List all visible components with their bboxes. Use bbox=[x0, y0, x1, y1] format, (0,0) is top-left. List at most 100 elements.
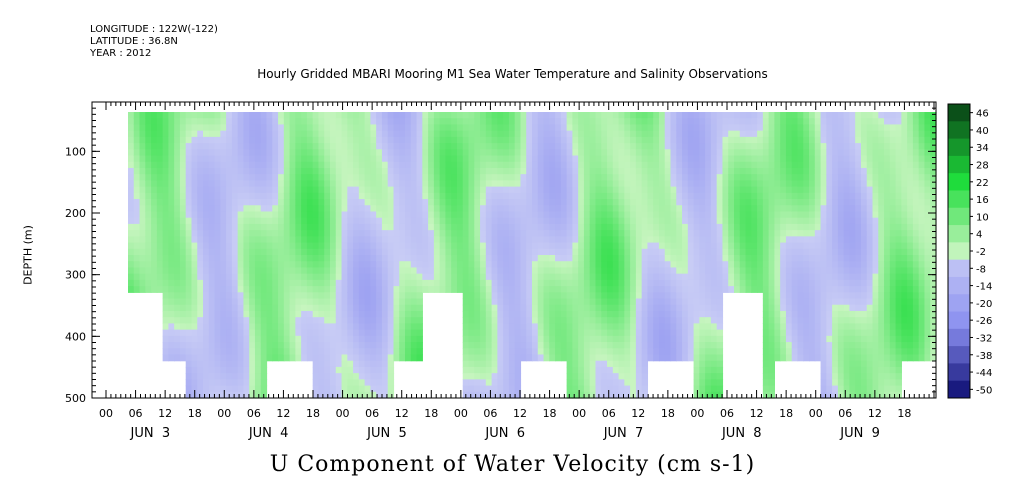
heatmap-cell bbox=[381, 335, 389, 343]
heatmap-cell bbox=[520, 248, 527, 256]
heatmap-cell bbox=[780, 323, 787, 331]
heatmap-cell bbox=[312, 310, 320, 318]
heatmap-cell bbox=[751, 130, 758, 138]
heatmap-cell bbox=[710, 205, 718, 213]
heatmap-cell bbox=[543, 354, 550, 362]
heatmap-cell bbox=[416, 167, 423, 175]
heatmap-cell bbox=[728, 167, 735, 175]
heatmap-cell bbox=[814, 298, 822, 306]
heatmap-cell bbox=[468, 304, 475, 312]
heatmap-cell bbox=[607, 223, 614, 231]
heatmap-cell bbox=[301, 348, 308, 356]
heatmap-cell bbox=[728, 279, 735, 287]
heatmap-cell bbox=[203, 273, 210, 281]
heatmap-cell bbox=[514, 385, 522, 393]
heatmap-cell bbox=[774, 292, 781, 300]
heatmap-cell bbox=[162, 304, 169, 312]
heatmap-cell bbox=[185, 360, 193, 368]
heatmap-cell bbox=[630, 136, 637, 144]
heatmap-cell bbox=[780, 261, 787, 269]
heatmap-cell bbox=[358, 161, 366, 169]
heatmap-cell bbox=[145, 205, 152, 213]
heatmap-cell bbox=[658, 255, 666, 262]
heatmap-cell bbox=[745, 149, 752, 157]
heatmap-cell bbox=[618, 161, 625, 169]
heatmap-cell bbox=[399, 167, 406, 175]
heatmap-cell bbox=[451, 118, 458, 126]
heatmap-cell bbox=[826, 155, 833, 163]
heatmap-cell bbox=[739, 211, 747, 219]
heatmap-cell bbox=[526, 323, 533, 331]
heatmap-cell bbox=[249, 304, 256, 312]
heatmap-cell bbox=[734, 118, 741, 126]
heatmap-cell bbox=[791, 248, 799, 256]
heatmap-cell bbox=[520, 124, 527, 132]
heatmap-cell bbox=[197, 360, 204, 368]
heatmap-cell bbox=[393, 174, 400, 181]
heatmap-cell bbox=[491, 286, 498, 293]
heatmap-cell bbox=[254, 112, 262, 119]
heatmap-cell bbox=[658, 323, 666, 331]
heatmap-cell bbox=[214, 180, 221, 188]
heatmap-cell bbox=[191, 335, 198, 343]
heatmap-cell bbox=[705, 186, 712, 194]
heatmap-cell bbox=[387, 155, 395, 163]
heatmap-cell bbox=[520, 292, 527, 300]
heatmap-cell bbox=[485, 298, 493, 306]
heatmap-cell bbox=[589, 255, 597, 262]
heatmap-cell bbox=[653, 217, 660, 225]
heatmap-cell bbox=[751, 136, 758, 144]
heatmap-cell bbox=[508, 205, 516, 213]
heatmap-cell bbox=[572, 167, 579, 175]
heatmap-cell bbox=[693, 136, 700, 144]
heatmap-cell bbox=[289, 130, 296, 138]
heatmap-cell bbox=[728, 155, 735, 163]
heatmap-cell bbox=[572, 273, 579, 281]
heatmap-cell bbox=[468, 118, 475, 126]
heatmap-cell bbox=[589, 248, 597, 256]
heatmap-cell bbox=[757, 211, 764, 219]
heatmap-cell bbox=[226, 385, 233, 393]
heatmap-cell bbox=[145, 211, 152, 219]
heatmap-cell bbox=[295, 248, 302, 256]
heatmap-cell bbox=[612, 236, 620, 244]
heatmap-cell bbox=[583, 180, 591, 188]
heatmap-cell bbox=[226, 354, 233, 362]
heatmap-cell bbox=[514, 310, 522, 318]
heatmap-cell bbox=[560, 304, 568, 312]
heatmap-cell bbox=[151, 255, 158, 262]
heatmap-cell bbox=[526, 199, 533, 206]
heatmap-cell bbox=[203, 211, 210, 219]
heatmap-cell bbox=[803, 298, 810, 306]
heatmap-cell bbox=[231, 217, 239, 225]
heatmap-cell bbox=[254, 261, 262, 269]
heatmap-cell bbox=[728, 180, 735, 188]
heatmap-cell bbox=[624, 348, 631, 356]
heatmap-cell bbox=[618, 342, 625, 349]
heatmap-cell bbox=[456, 223, 464, 231]
heatmap-cell bbox=[503, 192, 510, 200]
heatmap-cell bbox=[480, 323, 487, 331]
heatmap-cell bbox=[139, 223, 146, 231]
heatmap-cell bbox=[578, 130, 585, 138]
heatmap-cell bbox=[249, 248, 256, 256]
heatmap-cell bbox=[468, 329, 475, 337]
heatmap-cell bbox=[664, 236, 672, 244]
heatmap-cell bbox=[480, 304, 487, 312]
heatmap-cell bbox=[347, 230, 354, 237]
heatmap-cell bbox=[462, 180, 470, 188]
heatmap-cell bbox=[462, 217, 470, 225]
heatmap-cell bbox=[601, 236, 608, 244]
heatmap-cell bbox=[480, 205, 487, 213]
heatmap-cell bbox=[335, 329, 343, 337]
heatmap-cell bbox=[762, 112, 770, 119]
heatmap-cell bbox=[226, 248, 233, 256]
heatmap-cell bbox=[295, 310, 302, 318]
heatmap-cell bbox=[474, 342, 481, 349]
heatmap-cell bbox=[249, 348, 256, 356]
heatmap-cell bbox=[191, 329, 198, 337]
heatmap-cell bbox=[416, 304, 423, 312]
heatmap-cell bbox=[485, 310, 493, 318]
heatmap-cell bbox=[630, 292, 637, 300]
heatmap-cell bbox=[526, 279, 533, 287]
